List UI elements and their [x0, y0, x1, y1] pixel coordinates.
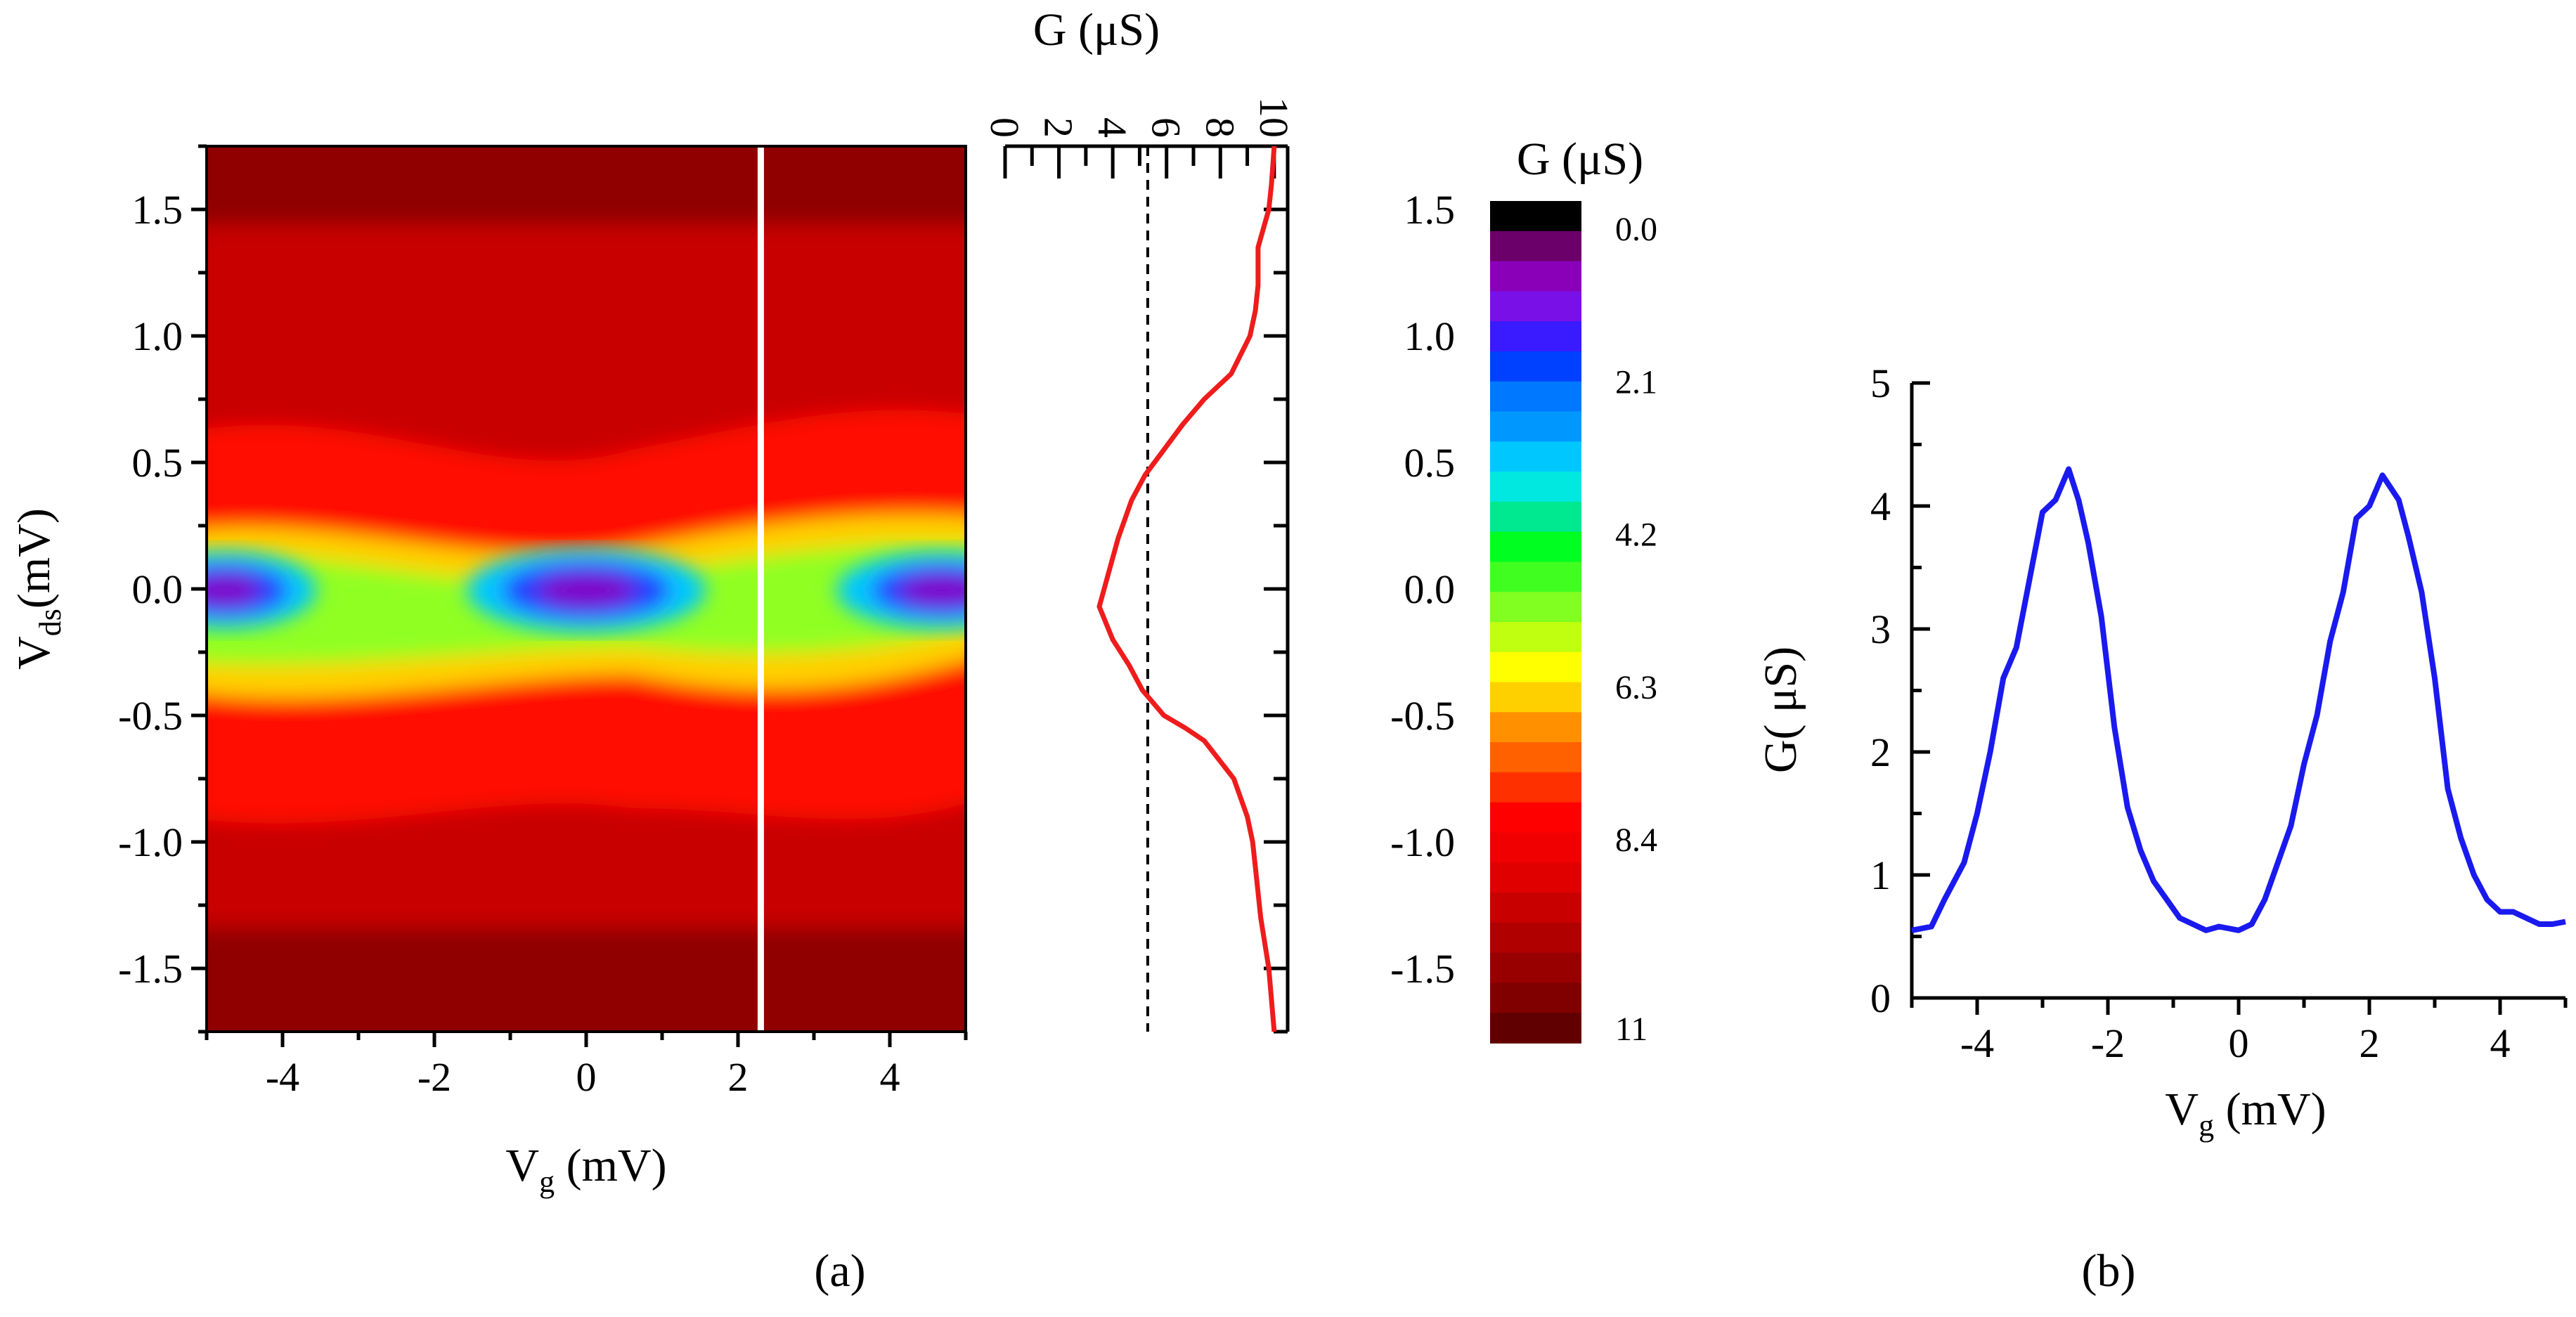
linecut-x-tick-label: 4 — [1089, 117, 1135, 138]
linecut-y-tick-label: 1.5 — [1404, 187, 1456, 233]
linecut-y-tick-label: 0.0 — [1404, 566, 1456, 612]
colorbar-swatch — [1490, 651, 1581, 683]
colorbar-swatch — [1490, 742, 1581, 773]
panel-b-x-tick-label: 2 — [2360, 1020, 2380, 1066]
heatmap-panel: -4 -2 0 2 41.51.00.50.0-0.5-1.0-1.5 Vg (mV) … — [8, 144, 968, 1199]
heatmap-y-tick-label: -0.5 — [118, 693, 183, 739]
colorbar-swatch — [1490, 712, 1581, 743]
linecut-y-tick-label: -1.5 — [1390, 946, 1455, 992]
colorbar-swatch — [1490, 862, 1581, 893]
colorbar-label: 2.1 — [1615, 363, 1657, 401]
heatmap-band-bottom — [207, 928, 966, 1032]
linecut-y-tick-label: -0.5 — [1390, 693, 1455, 739]
colorbar-swatch — [1490, 291, 1581, 322]
heatmap-ylabel: Vds(mV) — [8, 508, 67, 670]
heatmap-x-tick-label: -4 — [266, 1054, 299, 1100]
colorbar-title: G (μS) — [1517, 134, 1643, 185]
colorbar-swatch — [1490, 381, 1581, 413]
panel-label-a: (a) — [814, 1245, 865, 1297]
heatmap-y-tick-label: -1.0 — [118, 819, 183, 865]
colorbar-labels: 0.0 2.1 4.2 6.3 8.4 11 — [1615, 211, 1657, 1048]
colorbar-swatch — [1490, 321, 1581, 352]
colorbar-label: 6.3 — [1615, 669, 1657, 706]
panel-b-y-tick-label: 4 — [1870, 484, 1891, 529]
colorbar-label: 11 — [1615, 1011, 1648, 1048]
linecut-y-tick-label: 1.0 — [1404, 313, 1456, 359]
colorbar-swatch — [1490, 501, 1581, 533]
colorbar-swatch — [1490, 411, 1581, 443]
colorbar-swatch — [1490, 592, 1581, 623]
colorbar-label: 0.0 — [1615, 211, 1657, 248]
heatmap-y-tick-label: 1.5 — [132, 187, 183, 233]
colorbar-label: 4.2 — [1615, 517, 1657, 554]
heatmap-x-tick-label: 4 — [880, 1054, 900, 1100]
colorbar-swatch — [1490, 952, 1581, 984]
panel-b-ylabel: G( μS) — [1755, 647, 1806, 773]
colorbar-label: 8.4 — [1615, 822, 1657, 859]
panel-b-x-tick-label: -4 — [1960, 1020, 1994, 1066]
colorbar-swatch — [1490, 682, 1581, 713]
linecut-x-tick-label: 0 — [982, 117, 1028, 138]
colorbar-swatch — [1490, 441, 1581, 472]
colorbar-swatch — [1490, 1013, 1581, 1044]
linecut-curve — [1096, 145, 1277, 1032]
colorbar-swatch — [1490, 922, 1581, 954]
linecut-x-tick-label: 2 — [1036, 117, 1082, 138]
panel-b-x-tick-label: 4 — [2490, 1020, 2511, 1066]
linecut-y-tick-label: 0.5 — [1404, 440, 1456, 486]
linecut-x-tick-label: 6 — [1144, 117, 1189, 138]
colorbar-swatch — [1490, 802, 1581, 833]
colorbar-swatches — [1490, 201, 1581, 1044]
colorbar: G (μS) 0.0 2.1 4.2 6.3 8.4 11 — [1490, 134, 1657, 1048]
panel-b-x-tick-label: -2 — [2091, 1020, 2125, 1066]
panel-b-y-tick-label: 0 — [1870, 975, 1891, 1021]
colorbar-swatch — [1490, 231, 1581, 262]
colorbar-swatch — [1490, 562, 1581, 592]
colorbar-swatch — [1490, 893, 1581, 923]
heatmap-x-tick-label: -2 — [418, 1054, 451, 1100]
panel-b-y-tick-label: 5 — [1870, 361, 1891, 406]
linecut-title: G (μS) — [1033, 4, 1160, 56]
panel-b-y-tick-label: 2 — [1870, 729, 1891, 775]
heatmap-body — [207, 146, 966, 1032]
heatmap-xlabel: Vg (mV) — [505, 1140, 666, 1199]
heatmap-y-tick-label: 0.5 — [132, 440, 183, 486]
heatmap-band-top — [207, 146, 966, 225]
panel-b: 0 1 2 3 4 5 -4 -2 0 2 4 Vg (mV) G( μS) — [1755, 361, 2568, 1143]
colorbar-swatch — [1490, 531, 1581, 563]
heatmap-y-tick-label: -1.5 — [118, 946, 183, 992]
heatmap-axes: -4 -2 0 2 4 1.5 1.0 0.5 0.0 -0.5 -1.0 -1.5 — [118, 144, 968, 1100]
panel-b-xlabel: Vg (mV) — [2165, 1084, 2326, 1143]
heatmap-y-tick-label: 1.0 — [132, 313, 183, 359]
heatmap-x-tick-label: 2 — [728, 1054, 749, 1100]
panel-b-y-tick-label: 1 — [1870, 852, 1891, 898]
colorbar-swatch — [1490, 201, 1581, 232]
colorbar-swatch — [1490, 982, 1581, 1013]
colorbar-swatch — [1490, 351, 1581, 382]
linecut-y-tick-label: -1.0 — [1390, 819, 1455, 865]
colorbar-swatch — [1490, 472, 1581, 502]
linecut-axes: 0 2 4 6 8 10 1.5 1.0 0.5 0.0 -0.5 -1.0 -1.5 — [982, 97, 1456, 1034]
linecut-panel: 0 2 4 6 8 10 1.5 1.0 0.5 0.0 -0.5 -1.0 -1.5 G (μS) — [982, 4, 1456, 1034]
panel-b-y-tick-label: 3 — [1870, 606, 1891, 652]
heatmap-x-tick-label: 0 — [576, 1054, 597, 1100]
colorbar-swatch — [1490, 622, 1581, 653]
panel-b-curve — [1911, 466, 2566, 933]
colorbar-swatch — [1490, 261, 1581, 292]
linecut-x-tick-label: 10 — [1251, 97, 1297, 138]
panel-label-b: (b) — [2082, 1245, 2136, 1297]
panel-b-axes: 0 1 2 3 4 5 -4 -2 0 2 4 — [1870, 361, 2568, 1066]
colorbar-swatch — [1490, 772, 1581, 803]
colorbar-swatch — [1490, 832, 1581, 864]
linecut-x-tick-label: 8 — [1197, 117, 1243, 138]
heatmap-y-tick-label: 0.0 — [132, 566, 183, 612]
panel-b-x-tick-label: 0 — [2229, 1020, 2249, 1066]
